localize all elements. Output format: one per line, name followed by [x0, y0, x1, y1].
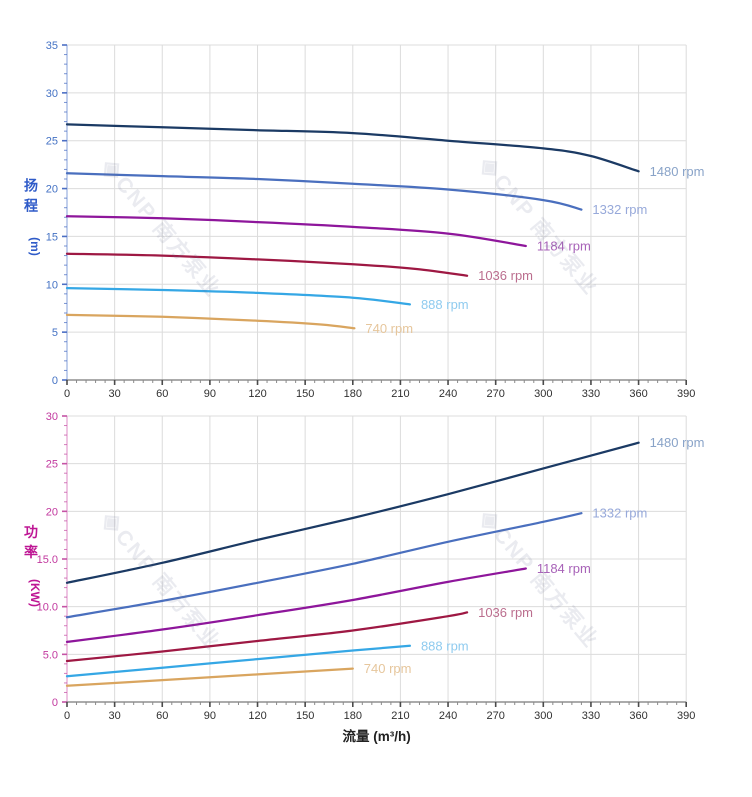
- x-tick-label: 270: [486, 710, 504, 722]
- x-tick-label: 0: [64, 710, 70, 722]
- curve-label: 740 rpm: [364, 661, 412, 676]
- x-tick-label: 180: [344, 388, 362, 400]
- curve-1480-rpm: [65, 123, 640, 173]
- y-tick-label: 10: [46, 279, 58, 291]
- x-tick-label: 330: [582, 710, 600, 722]
- y-tick-label: 30: [46, 88, 58, 100]
- curve-888-rpm: [65, 644, 412, 678]
- curve-1480-rpm: [65, 441, 640, 584]
- x-tick-label: 150: [296, 388, 314, 400]
- y-axis-unit: (KW): [28, 579, 42, 607]
- y-tick-label: 5.0: [43, 649, 58, 661]
- curve-label: 1184 rpm: [537, 561, 591, 576]
- x-tick-label: 270: [486, 388, 504, 400]
- y-axis-title-char: 程: [24, 198, 38, 214]
- x-tick-label: 0: [64, 388, 70, 400]
- y-tick-label: 35: [46, 40, 58, 52]
- curve-1184-rpm: [65, 567, 527, 644]
- y-tick-label: 20: [46, 506, 58, 518]
- x-tick-label: 390: [677, 388, 695, 400]
- curve-label: 1480 rpm: [650, 435, 705, 450]
- y-tick-label: 15: [46, 231, 58, 243]
- y-tick-label: 30: [46, 411, 58, 423]
- x-tick-label: 60: [156, 388, 168, 400]
- x-tick-label: 120: [248, 710, 266, 722]
- x-axis-title: 流量 (m³/h): [342, 728, 410, 744]
- y-axis-unit: (m): [28, 237, 42, 256]
- curve-888-rpm: [65, 286, 412, 306]
- x-tick-label: 210: [391, 388, 409, 400]
- curve-label: 1480 rpm: [650, 164, 705, 179]
- x-tick-label: 360: [629, 388, 647, 400]
- curve-1332-rpm: [65, 172, 583, 211]
- x-tick-label: 300: [534, 388, 552, 400]
- curve-1036-rpm: [65, 252, 469, 277]
- curve-1036-rpm: [65, 611, 469, 663]
- x-tick-label: 30: [109, 388, 121, 400]
- curve-740-rpm: [65, 313, 356, 330]
- y-tick-label: 0: [52, 375, 58, 387]
- x-tick-label: 300: [534, 710, 552, 722]
- y-tick-label: 5: [52, 327, 58, 339]
- x-tick-label: 240: [439, 710, 457, 722]
- y-tick-label: 0: [52, 697, 58, 709]
- x-tick-label: 120: [248, 388, 266, 400]
- x-tick-label: 60: [156, 710, 168, 722]
- curve-label: 1332 rpm: [592, 506, 647, 521]
- x-tick-label: 390: [677, 710, 695, 722]
- y-axis-title-char: 功: [24, 524, 38, 540]
- y-tick-label: 10.0: [37, 602, 58, 614]
- curve-label: 1036 rpm: [478, 268, 533, 283]
- y-tick-label: 25: [46, 136, 58, 148]
- curve-1184-rpm: [65, 215, 527, 248]
- y-tick-label: 20: [46, 184, 58, 196]
- x-tick-label: 30: [109, 710, 121, 722]
- curve-label: 1036 rpm: [478, 605, 533, 620]
- x-tick-label: 150: [296, 710, 314, 722]
- x-tick-label: 360: [629, 710, 647, 722]
- x-tick-label: 240: [439, 388, 457, 400]
- curve-740-rpm: [65, 667, 354, 687]
- curve-label: 740 rpm: [365, 321, 413, 336]
- curve-label: 888 rpm: [421, 638, 469, 653]
- y-tick-label: 15.0: [37, 554, 58, 566]
- x-tick-label: 90: [204, 710, 216, 722]
- curve-1332-rpm: [65, 512, 583, 619]
- x-tick-label: 90: [204, 388, 216, 400]
- y-tick-label: 25: [46, 459, 58, 471]
- x-tick-label: 330: [582, 388, 600, 400]
- y-axis-title-char: 扬: [24, 178, 38, 194]
- y-axis-title-char: 率: [24, 544, 38, 560]
- x-tick-label: 180: [344, 710, 362, 722]
- x-tick-label: 210: [391, 710, 409, 722]
- curve-label: 888 rpm: [421, 297, 469, 312]
- curve-label: 1332 rpm: [592, 202, 647, 217]
- curve-label: 1184 rpm: [537, 239, 591, 254]
